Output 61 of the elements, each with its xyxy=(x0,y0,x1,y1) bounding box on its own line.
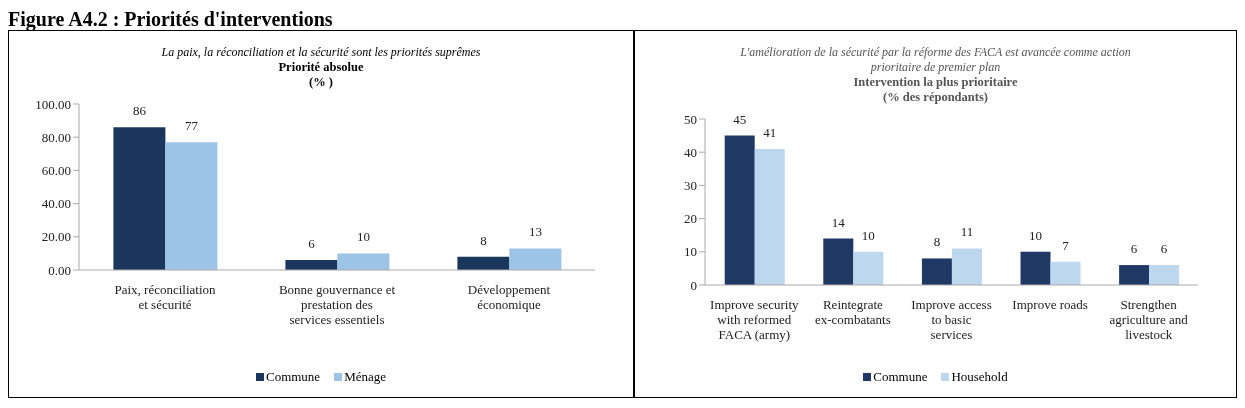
y-tick-label: 80.00 xyxy=(41,129,71,145)
data-label: 10 xyxy=(861,227,875,243)
chart-subtitle: L'amélioration de la sécurité par la réforme des FACA est avancée comme action prioritaire de premier plan xyxy=(739,45,1132,75)
bar xyxy=(724,135,755,285)
data-label: 14 xyxy=(831,214,846,230)
bar xyxy=(1020,251,1051,285)
data-label: 10 xyxy=(356,229,370,245)
bar xyxy=(853,251,884,285)
x-tick-label: Strengthen agriculture and livestock xyxy=(1109,297,1189,342)
data-label: 45 xyxy=(733,111,747,127)
bar xyxy=(509,248,562,270)
y-tick-label: 10 xyxy=(684,244,697,260)
y-tick-label: 60.00 xyxy=(41,163,71,179)
y-tick-label: 20 xyxy=(684,211,697,227)
chart-title: Intervention la plus prioritaire (% des répondants) xyxy=(852,75,1019,105)
data-label: 86 xyxy=(132,103,147,119)
chart-title: Priorité absolue (% ) xyxy=(277,60,365,90)
x-tick-label: Improve access to basic services xyxy=(911,297,992,342)
bar xyxy=(754,148,785,285)
bar xyxy=(1119,265,1150,285)
bar xyxy=(921,258,952,285)
y-tick-label: 0 xyxy=(690,277,697,293)
x-tick-label: Bonne gouvernance et prestation des services essentiels xyxy=(278,282,396,327)
data-label: 11 xyxy=(960,224,974,240)
data-label: 77 xyxy=(184,118,199,134)
bar xyxy=(951,248,982,285)
data-label: 13 xyxy=(528,224,542,240)
data-label: 8 xyxy=(933,234,941,250)
x-tick-label: Improve security with reformed FACA (army) xyxy=(710,297,800,342)
legend-label: Household xyxy=(950,369,1008,385)
data-label: 41 xyxy=(763,124,777,140)
y-tick-label: 30 xyxy=(684,178,697,194)
x-tick-label: Reintegrate ex-combatants xyxy=(814,297,891,327)
x-tick-label: Développement économique xyxy=(467,282,551,312)
y-tick-label: 40 xyxy=(684,144,697,160)
bar xyxy=(1050,261,1081,285)
bar xyxy=(337,253,390,270)
x-tick-label: Paix, réconciliation et sécurité xyxy=(114,282,217,312)
data-label: 6 xyxy=(308,236,316,252)
y-tick-label: 20.00 xyxy=(41,229,71,245)
y-tick-label: 0.00 xyxy=(48,262,71,278)
data-label: 8 xyxy=(480,232,487,248)
y-tick-label: 50 xyxy=(684,111,697,127)
data-label: 6 xyxy=(1160,241,1168,257)
bar xyxy=(457,256,510,270)
bar xyxy=(113,127,166,270)
legend-label: Ménage xyxy=(343,369,387,385)
data-label: 10 xyxy=(1029,227,1043,243)
x-tick-label: Improve roads xyxy=(1012,297,1088,312)
caption: Figure A4.2 : Priorités d'interventions xyxy=(8,8,334,30)
chart-subtitle: La paix, la réconciliation et la sécurité sont les priorités suprêmes xyxy=(160,45,482,60)
y-tick-label: 40.00 xyxy=(41,196,71,212)
legend-label: Commune xyxy=(872,369,928,385)
bar xyxy=(165,142,218,270)
data-label: 6 xyxy=(1130,241,1138,257)
y-tick-label: 100.00 xyxy=(35,96,71,112)
legend-label: Commune xyxy=(264,369,321,385)
bar xyxy=(285,260,338,270)
bar xyxy=(823,238,854,285)
bar xyxy=(1149,265,1180,285)
data-label: 7 xyxy=(1062,237,1070,253)
